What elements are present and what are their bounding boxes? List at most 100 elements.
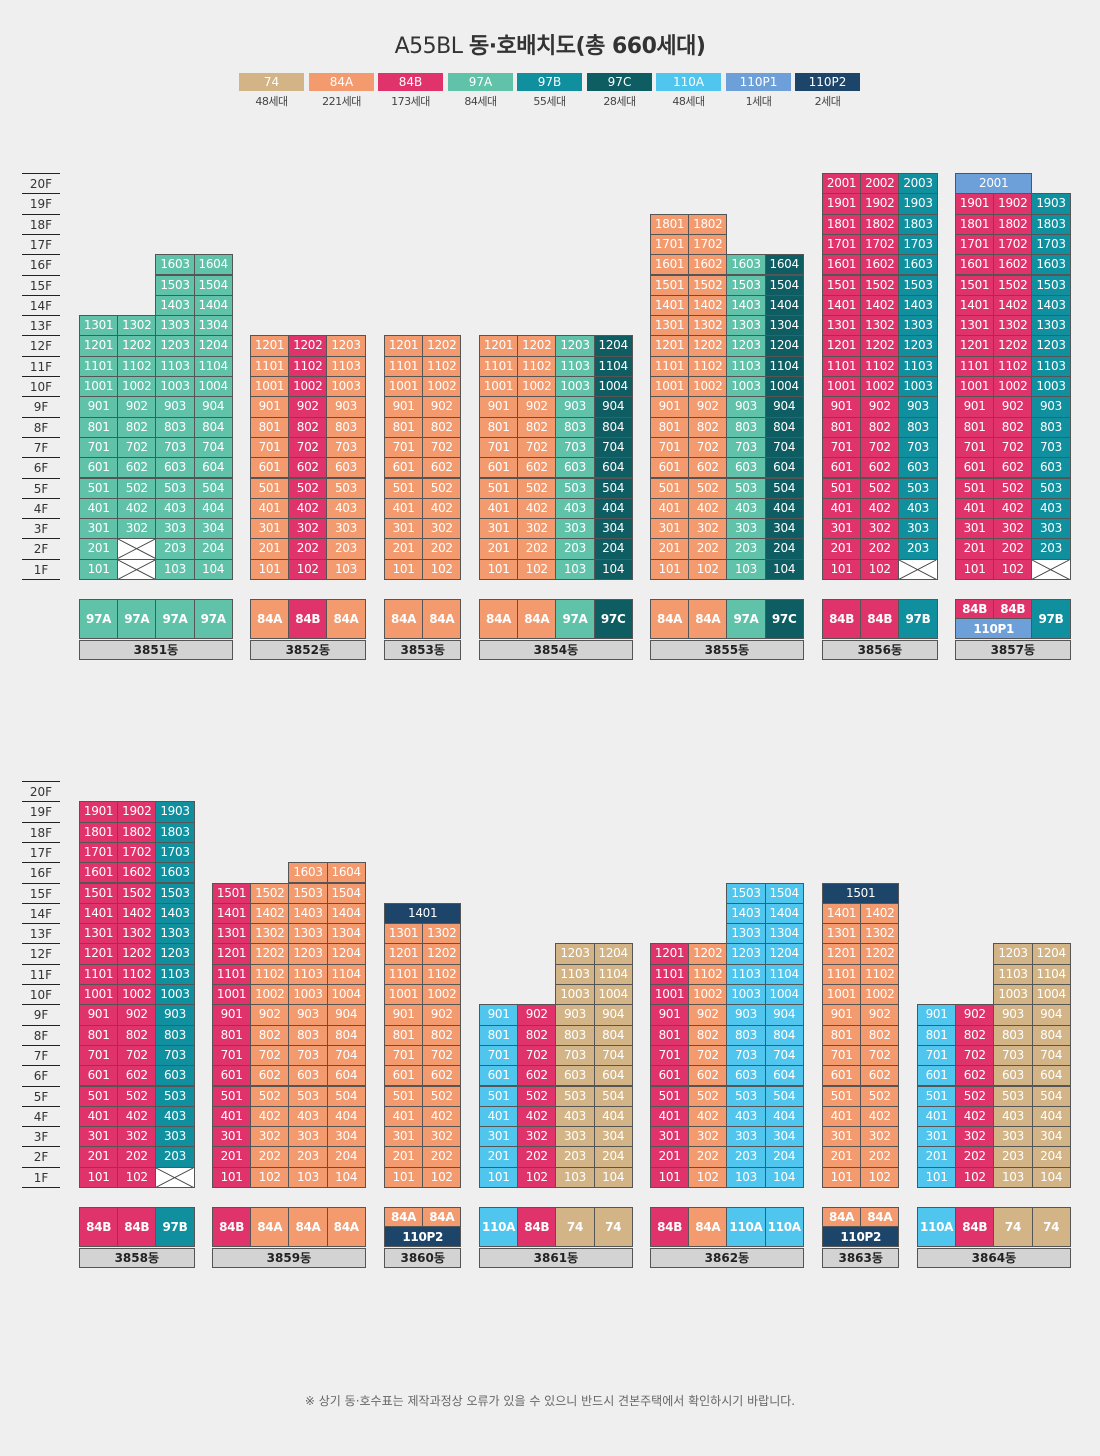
unit-cell: 104 [593,1166,633,1188]
unit-cell: 902 [517,1004,557,1026]
unit-type-label: 97A [193,599,233,639]
unit-type-label: 97B [1031,599,1071,639]
unit-type-label: 84B [955,1207,995,1247]
unit-cell: 803 [1031,416,1071,438]
unit-cell: 302 [688,1126,728,1148]
unit-cell: 601 [822,1065,862,1087]
unit-cell: 801 [479,1024,519,1046]
unit-cell: 902 [288,396,328,418]
unit-cell: 104 [764,1166,804,1188]
unit-cell: 401 [955,497,995,520]
unit-cell: 804 [764,1024,804,1046]
unit-cell: 303 [726,1126,766,1148]
unit-cell: 901 [384,1004,424,1026]
unit-cell: 1002 [517,376,557,398]
unit-cell: 502 [517,477,557,499]
unit-cell: 803 [898,416,938,438]
unit-cell: 1102 [860,963,900,985]
unit-cell: 701 [212,1044,252,1067]
unit-cell: 1404 [326,902,366,925]
unit-cell: 602 [422,1065,462,1087]
unit-cell: 1803 [1031,213,1071,235]
unit-cell: 603 [1031,457,1071,479]
unit-type-label: 84B [79,1207,119,1247]
unit-cell: 802 [288,416,328,438]
unit-type-label: 84A [650,599,690,639]
unit-cell: 1201 [479,335,519,357]
unit-cell: 203 [555,538,595,560]
unit-cell: 102 [250,1166,290,1188]
unit-cell: 1601 [79,862,119,884]
unit-cell: 304 [764,1126,804,1148]
unit-type-label: 84B [955,599,995,619]
floor-label: 4F [22,1105,60,1126]
unit-cell: 702 [860,1044,900,1067]
unit-cell: 403 [555,497,595,520]
unit-cell: 703 [155,1044,195,1067]
unit-cell: 402 [993,497,1033,520]
unit-cell: 502 [993,477,1033,499]
unit-cell: 1102 [250,963,290,985]
unit-cell: 403 [726,497,766,520]
unit-cell: 702 [422,436,462,459]
legend-item-97a: 97A 84세대 [448,73,513,109]
unit-cell: 103 [288,1166,328,1188]
unit-cell: 803 [155,416,195,438]
legend-swatch: 84A [309,73,374,91]
unit-cell: 1402 [993,294,1033,317]
unit-cell: 602 [860,1065,900,1087]
unit-cell: 804 [326,1024,366,1046]
building-name: 3864동 [917,1248,1071,1268]
unit-cell: 1402 [860,902,900,925]
unit-cell: 502 [117,477,157,499]
unit-type-label: 97C [764,599,804,639]
unit-cell: 1201 [79,943,119,965]
unit-cell: 904 [593,1004,633,1026]
unit-cell: 301 [79,1126,119,1148]
unit-cell: 1901 [822,193,862,215]
unit-cell: 1104 [326,963,366,985]
unit-type-label: 84A [517,599,557,639]
unit-cell: 604 [764,457,804,479]
unit-cell: 1301 [79,923,119,945]
unit-type-label: 84A [326,599,366,639]
unit-cell: 1301 [650,315,690,337]
unit-cell: 202 [288,538,328,560]
unit-cell: 601 [917,1065,957,1087]
unit-cell: 302 [860,518,900,540]
unit-cell: 202 [517,1146,557,1168]
unit-cell: 1601 [955,254,995,276]
unit-cell: 203 [993,1146,1033,1168]
unit-cell: 401 [479,1105,519,1128]
unit-cell: 101 [955,558,995,580]
floor-label: 6F [22,457,60,477]
legend-count: 173세대 [391,95,430,108]
unit-cell: 404 [593,497,633,520]
unit-cell: 201 [79,1146,119,1168]
unit-cell: 604 [593,1065,633,1087]
unit-cell: 1303 [1031,315,1071,337]
unit-cell: 1002 [688,376,728,398]
unit-type-label: 110A [726,1207,766,1247]
footnote: ※ 상기 동·호수표는 제작과정상 오류가 있을 수 있으니 반드시 견본주택에… [304,1394,796,1408]
unit-cell: 601 [79,1065,119,1087]
unit-cell: 1103 [1031,355,1071,377]
unit-cell: 501 [822,1085,862,1107]
unit-cell: 902 [688,396,728,418]
unit-cell: 801 [822,1024,862,1046]
unit-cell: 1304 [764,923,804,945]
unit-cell: 1702 [993,233,1033,256]
unit-cell: 802 [117,416,157,438]
unit-type-label: 84A [326,1207,366,1247]
unit-cell: 703 [155,436,195,459]
floor-label: 15F [22,274,60,295]
unit-cell: 501 [479,1085,519,1107]
unit-cell: 102 [860,1166,900,1188]
unit-cell: 204 [593,1146,633,1168]
unit-cell: 903 [1031,396,1071,418]
unit-cell: 602 [288,457,328,479]
unit-cell: 701 [79,436,119,459]
unit-cell: 204 [1031,1146,1071,1168]
unit-cell: 803 [726,1024,766,1046]
floor-label: 19F [22,193,60,213]
